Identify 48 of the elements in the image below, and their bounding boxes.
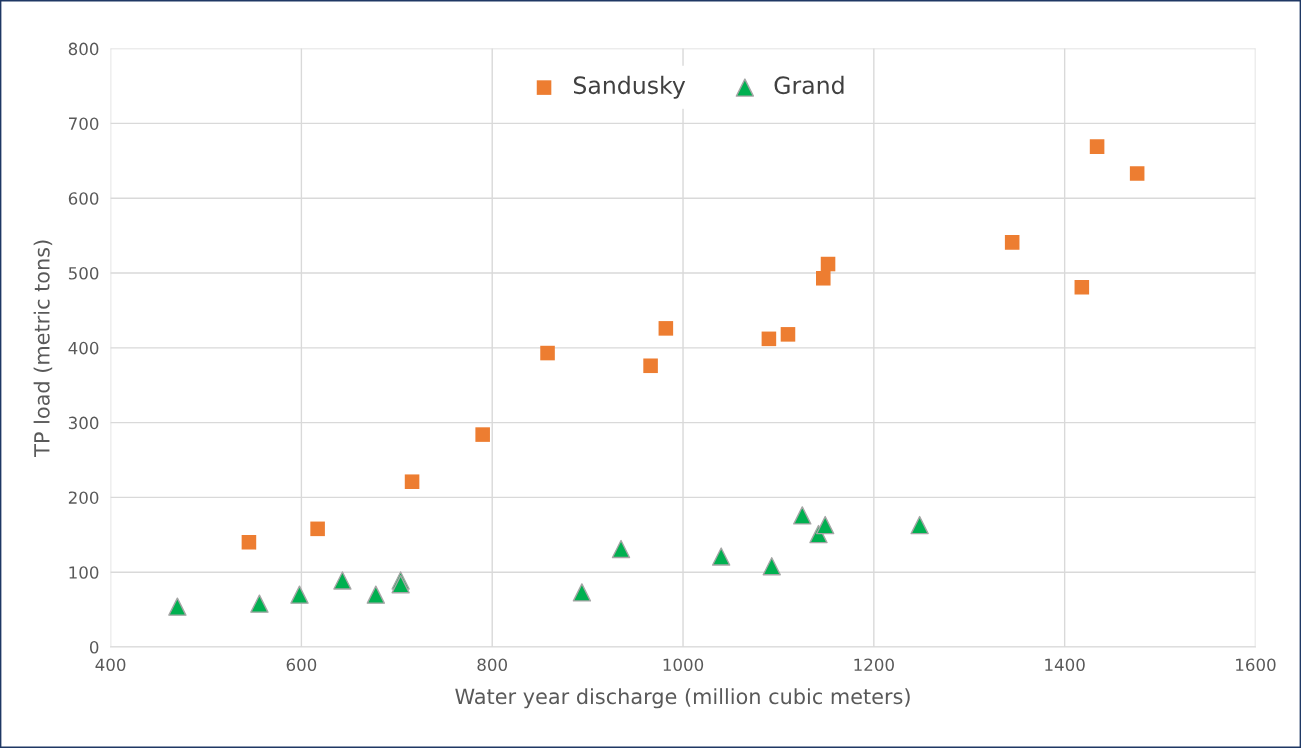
point: [815, 515, 835, 535]
point: [1089, 139, 1105, 154]
point: [815, 270, 831, 286]
point: [310, 521, 325, 537]
y-tick-label: 0: [89, 640, 99, 654]
point: [658, 321, 674, 336]
point: [290, 585, 309, 604]
point: [1004, 235, 1020, 250]
x-tick-label: 1200: [854, 658, 894, 672]
point: [540, 345, 555, 361]
legend-label: Sandusky: [573, 75, 686, 99]
point: [762, 557, 781, 576]
y-tick-label: 700: [69, 117, 99, 130]
point: [793, 506, 812, 525]
y-tick-label: 600: [68, 192, 99, 205]
x-tick-label: 600: [286, 658, 317, 672]
y-axis-title: TP load (metric tons): [33, 240, 53, 457]
point: [1129, 166, 1145, 181]
x-tick-label: 800: [477, 658, 508, 672]
point: [643, 358, 658, 374]
x-tick-label: 1000: [663, 658, 704, 672]
y-tick-label: 300: [68, 416, 99, 430]
y-tick-label: 200: [68, 491, 99, 504]
point: [241, 535, 257, 550]
point: [761, 331, 777, 347]
x-tick-label: 1600: [1236, 658, 1276, 672]
point: [391, 574, 410, 594]
point: [910, 515, 929, 535]
legend-label: Grand: [774, 75, 844, 95]
y-tick-label: 400: [68, 341, 99, 355]
point: [250, 594, 269, 613]
y-tick-label: 800: [68, 42, 99, 56]
point: [475, 427, 490, 442]
point: [820, 256, 836, 272]
point: [168, 597, 187, 616]
point: [1074, 279, 1090, 295]
point: [780, 327, 796, 342]
x-tick-label: 1400: [1045, 658, 1085, 672]
point: [572, 583, 592, 602]
point: [611, 539, 631, 559]
point: [366, 585, 386, 604]
x-tick-label: 400: [95, 658, 126, 672]
y-tick-label: 500: [68, 266, 99, 280]
point: [333, 571, 352, 590]
x-axis-title: Water year discharge (million cubic meters): [455, 688, 910, 709]
point: [711, 547, 731, 566]
y-tick-label: 100: [69, 566, 99, 579]
point: [404, 474, 420, 489]
